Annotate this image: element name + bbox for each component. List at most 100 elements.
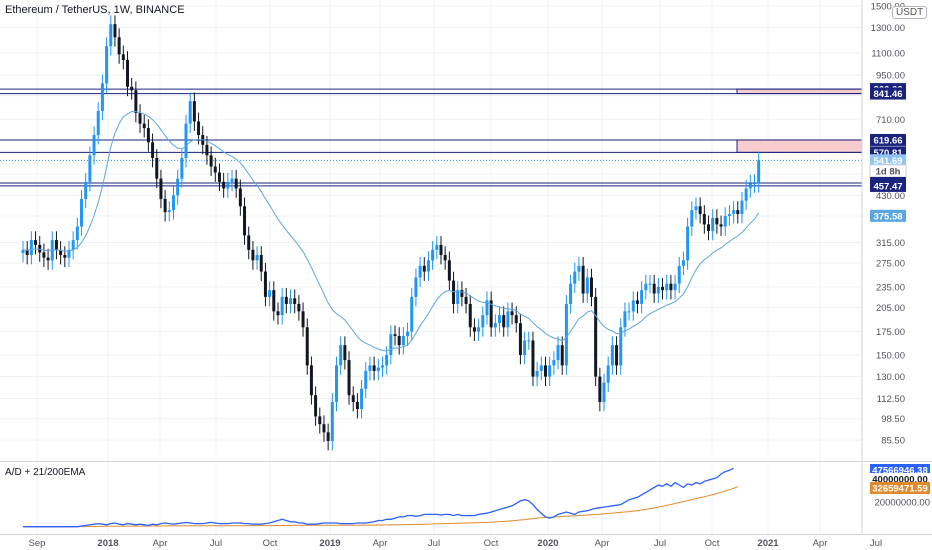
price-label-text: 570.81 bbox=[873, 148, 903, 159]
candle bbox=[556, 345, 560, 361]
candle bbox=[414, 277, 418, 297]
price-label-text: 619.66 bbox=[873, 135, 902, 146]
candle bbox=[142, 123, 146, 129]
candle bbox=[209, 155, 213, 167]
candle bbox=[715, 218, 719, 225]
price-tick-label: 710.00 bbox=[876, 115, 905, 126]
time-tick-label: Oct bbox=[263, 538, 278, 549]
candle bbox=[498, 315, 502, 324]
price-tick-label: 950.00 bbox=[876, 71, 905, 82]
time-tick-label: 2018 bbox=[97, 538, 118, 549]
price-label-text: 47566946.38 bbox=[872, 466, 927, 477]
candle bbox=[368, 365, 372, 371]
time-tick-label: Apr bbox=[373, 538, 388, 549]
time-tick-label: Oct bbox=[705, 538, 720, 549]
candle bbox=[610, 345, 614, 366]
price-label-text: 457.47 bbox=[873, 181, 902, 192]
candle bbox=[75, 226, 79, 241]
candle bbox=[581, 265, 585, 294]
price-label-text: 841.46 bbox=[873, 89, 902, 100]
candle bbox=[343, 345, 347, 361]
candle bbox=[656, 286, 660, 294]
candle bbox=[84, 181, 88, 199]
candle bbox=[197, 121, 201, 136]
candle bbox=[523, 340, 527, 355]
time-tick-label: Oct bbox=[484, 538, 499, 549]
price-label bbox=[870, 179, 906, 192]
candle bbox=[259, 255, 263, 272]
price-label-text: 32659471.59 bbox=[872, 484, 927, 495]
candle bbox=[422, 265, 426, 272]
candle bbox=[631, 300, 635, 312]
price-tick-label: 175.00 bbox=[876, 327, 905, 338]
candle bbox=[226, 181, 230, 189]
candle bbox=[130, 86, 134, 91]
candle bbox=[297, 303, 301, 312]
candle bbox=[121, 54, 125, 61]
candle bbox=[673, 283, 677, 291]
candle bbox=[117, 37, 121, 55]
price-tick-label: 430.00 bbox=[876, 191, 905, 202]
candle bbox=[560, 345, 564, 366]
candle bbox=[535, 370, 539, 377]
time-tick-label: Apr bbox=[813, 538, 828, 549]
candle bbox=[544, 365, 547, 377]
candle bbox=[301, 311, 305, 328]
candle bbox=[243, 206, 247, 236]
candle bbox=[548, 365, 552, 377]
candle bbox=[661, 286, 665, 291]
candle bbox=[80, 198, 84, 227]
candle bbox=[167, 210, 171, 213]
price-tick-label: 205.00 bbox=[876, 303, 905, 314]
candle bbox=[92, 135, 96, 156]
candle bbox=[238, 188, 242, 207]
candle bbox=[723, 216, 727, 227]
currency-button[interactable]: USDT bbox=[892, 6, 928, 19]
price-label bbox=[870, 87, 906, 100]
price-tick-label: 1100.00 bbox=[871, 48, 905, 59]
candle bbox=[686, 226, 690, 261]
candle bbox=[138, 113, 142, 124]
candle bbox=[222, 181, 226, 189]
candle bbox=[564, 303, 568, 366]
candle bbox=[514, 315, 518, 324]
candle bbox=[431, 249, 435, 261]
price-tick-label: 112.50 bbox=[877, 394, 905, 405]
candle bbox=[439, 244, 443, 256]
time-tick-label: 2020 bbox=[537, 538, 558, 549]
candle bbox=[623, 311, 627, 328]
candle bbox=[38, 244, 42, 253]
candle bbox=[34, 240, 38, 245]
candle bbox=[25, 249, 29, 256]
candle bbox=[489, 300, 493, 328]
candle bbox=[251, 249, 255, 261]
candle bbox=[493, 323, 497, 328]
candle bbox=[159, 178, 163, 199]
chart-title: Ethereum / TetherUS, 1W, BINANCE bbox=[5, 4, 185, 16]
candle bbox=[364, 370, 368, 389]
candle bbox=[727, 214, 731, 217]
candle bbox=[272, 290, 276, 312]
candle bbox=[326, 432, 330, 442]
candle bbox=[707, 224, 711, 231]
price-label bbox=[870, 209, 906, 222]
candle bbox=[318, 416, 322, 425]
price-label-text: 541.69 bbox=[873, 156, 902, 167]
candle bbox=[67, 249, 71, 258]
candle bbox=[71, 240, 75, 250]
candle bbox=[573, 271, 577, 284]
candle bbox=[740, 200, 744, 215]
candle bbox=[42, 252, 46, 258]
candle bbox=[322, 424, 326, 433]
candle bbox=[330, 401, 334, 442]
candle bbox=[418, 265, 422, 278]
candle bbox=[410, 296, 414, 332]
price-tick-label: 275.00 bbox=[876, 259, 905, 270]
candle bbox=[230, 178, 234, 182]
candle bbox=[146, 128, 150, 143]
candle bbox=[619, 327, 623, 366]
candle bbox=[531, 340, 535, 377]
time-tick-label: Apr bbox=[153, 538, 168, 549]
candle bbox=[113, 24, 117, 38]
